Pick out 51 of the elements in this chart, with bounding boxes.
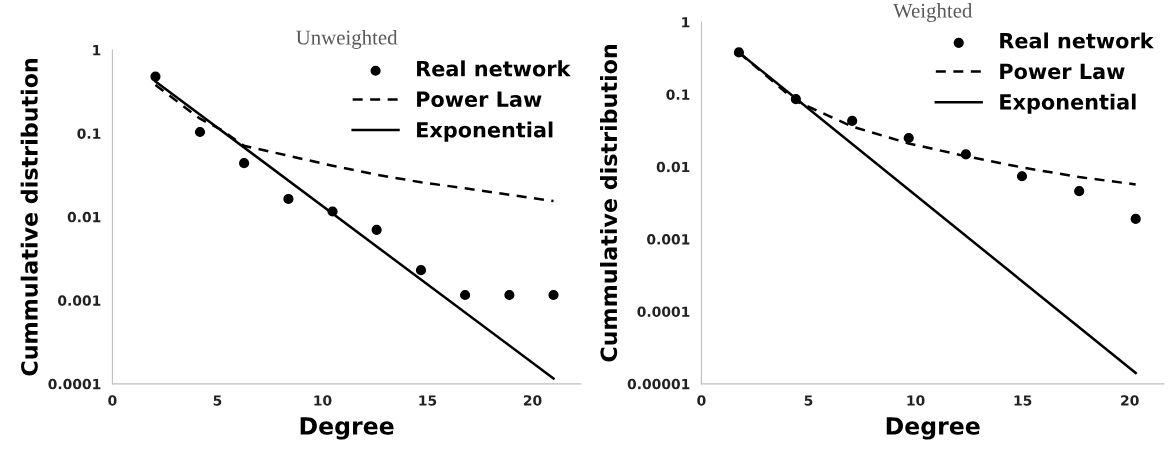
point (960, 149, 971, 160)
x-tick-label: 10 (907, 395, 925, 406)
point (847, 115, 858, 127)
point (415, 265, 427, 276)
point (1074, 186, 1085, 197)
legend-label: Real network (417, 60, 571, 77)
chart-title: Unweighted (296, 29, 398, 49)
x-tick-label: 0 (697, 395, 706, 406)
point (327, 206, 338, 217)
y-tick-label: 0.001 (647, 234, 690, 245)
point (459, 289, 471, 301)
y-axis-title: Cummulative distribution (600, 44, 618, 362)
x-tick-label: 20 (523, 395, 542, 406)
point (371, 224, 382, 235)
x-tick-label: 0 (108, 395, 117, 406)
y-tick-label: 0.1 (666, 89, 690, 100)
y-tick-label: 0.0001 (637, 306, 690, 317)
point (1130, 213, 1141, 225)
point (790, 94, 801, 105)
legend-label: Real network (1000, 32, 1154, 49)
point (504, 289, 515, 301)
x-axis-title: Degree (300, 417, 394, 440)
chart-title: Weighted (893, 3, 973, 23)
y-tick-label: 1 (682, 17, 690, 28)
point (548, 289, 559, 301)
y-tick-label: 0.01 (67, 211, 101, 223)
legend-label: Power Law (417, 91, 542, 108)
point (1016, 171, 1028, 182)
legend-label: Power Law (1000, 63, 1125, 80)
point (239, 158, 250, 169)
x-tick-label: 20 (1121, 395, 1139, 406)
y-tick-label: 1 (93, 45, 101, 56)
point (283, 193, 294, 205)
point (150, 71, 161, 82)
y-tick-label: 0.00001 (627, 378, 690, 390)
y-tick-label: 0.01 (656, 161, 690, 173)
y-tick-label: 0.1 (77, 128, 101, 139)
x-tick-label: 10 (314, 395, 332, 406)
y-tick-label: 0.001 (58, 295, 101, 306)
x-tick-label: 15 (1014, 395, 1032, 406)
point (733, 47, 744, 58)
x-tick-label: 5 (804, 395, 813, 406)
legend-label: Exponential (1000, 93, 1136, 114)
point (194, 126, 206, 138)
x-tick-label: 5 (213, 395, 222, 406)
y-axis-title: Cummulative distribution (20, 58, 38, 376)
y-tick-label: 0.0001 (48, 378, 101, 390)
point (903, 132, 914, 144)
x-axis-title: Degree (886, 417, 980, 440)
x-tick-label: 15 (419, 395, 437, 406)
legend-label: Exponential (417, 121, 553, 142)
